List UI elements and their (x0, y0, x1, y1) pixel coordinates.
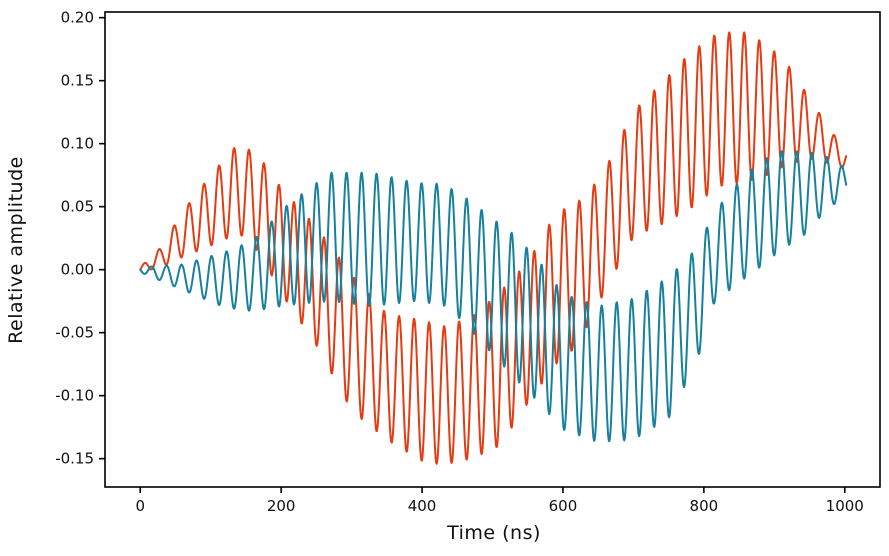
y-axis-label: Relative amplitude (5, 156, 27, 344)
y-tick-label: -0.10 (55, 387, 94, 405)
x-tick-label: 400 (408, 497, 437, 515)
x-tick-label: 800 (690, 497, 719, 515)
x-tick-label: 600 (549, 497, 578, 515)
x-tick-label: 200 (267, 497, 296, 515)
y-tick-label: -0.05 (55, 324, 94, 342)
y-tick-label: 0.00 (61, 261, 94, 279)
x-tick-label: 0 (135, 497, 145, 515)
signal-teal-line (139, 150, 848, 443)
y-tick-label: 0.20 (61, 9, 94, 27)
x-tick-label: 1000 (826, 497, 864, 515)
x-axis-label: Time (ns) (447, 522, 541, 544)
y-tick-label: -0.15 (55, 450, 94, 468)
plot-frame (104, 11, 881, 488)
y-tick-label: 0.15 (61, 72, 94, 90)
y-tick-label: 0.05 (61, 198, 94, 216)
y-tick-label: 0.10 (61, 135, 94, 153)
signal-red-line (139, 31, 848, 465)
